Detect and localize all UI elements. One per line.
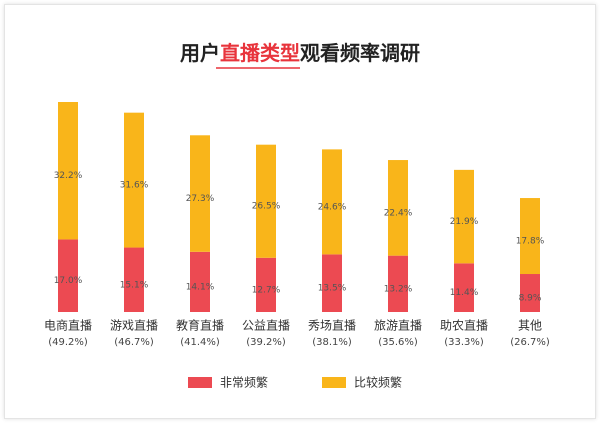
value-label: 32.2% <box>54 171 83 181</box>
bar-segment <box>190 135 210 252</box>
category-label: 其他 <box>518 319 542 333</box>
total-label: (33.3%) <box>444 337 484 348</box>
value-label: 21.9% <box>450 217 479 227</box>
bar-segment <box>388 160 408 256</box>
value-label: 26.5% <box>252 202 281 212</box>
category-label: 教育直播 <box>176 318 224 333</box>
bar-segment <box>322 149 342 255</box>
card <box>4 4 596 419</box>
value-label: 8.9% <box>519 294 542 304</box>
bar-segment <box>256 257 276 312</box>
total-label: (46.7%) <box>114 337 154 348</box>
bar-segment <box>520 274 540 312</box>
value-label: 14.1% <box>186 282 215 292</box>
legend-label: 比较频繁 <box>354 375 402 390</box>
category-label: 公益直播 <box>242 319 290 333</box>
value-label: 27.3% <box>186 194 215 204</box>
value-label: 22.4% <box>384 208 413 218</box>
category-label: 旅游直播 <box>374 319 422 333</box>
value-label: 12.7% <box>252 285 281 295</box>
bar-segment <box>190 251 210 312</box>
category-label: 秀场直播 <box>308 319 356 333</box>
total-label: (38.1%) <box>312 337 352 348</box>
legend-label: 非常频繁 <box>220 375 268 390</box>
value-label: 31.6% <box>120 181 149 191</box>
value-label: 15.1% <box>120 280 149 290</box>
value-label: 24.6% <box>318 202 347 212</box>
bar-segment <box>454 169 474 264</box>
bar-segment <box>124 247 144 312</box>
value-label: 13.2% <box>384 284 413 294</box>
bar-segment <box>58 102 78 240</box>
bar-segment <box>388 255 408 312</box>
chart-title: 用户直播类型观看频率调研 <box>180 41 420 65</box>
category-label: 游戏直播 <box>110 319 158 333</box>
bar-segment <box>256 144 276 258</box>
value-label: 17.8% <box>516 237 545 247</box>
bar-segment <box>322 254 342 312</box>
value-label: 17.0% <box>54 276 83 286</box>
bar-segment <box>124 112 144 248</box>
bar-segment <box>454 263 474 312</box>
total-label: (26.7%) <box>510 337 550 348</box>
title-part: 用户 <box>180 41 220 65</box>
legend-swatch <box>322 377 346 388</box>
legend-swatch <box>188 377 212 388</box>
bar-segment <box>520 198 540 275</box>
bar-segment <box>58 239 78 312</box>
value-label: 11.4% <box>450 288 479 298</box>
total-label: (39.2%) <box>246 337 286 348</box>
title-part: 观看频率调研 <box>300 41 420 65</box>
total-label: (35.6%) <box>378 337 418 348</box>
category-label: 电商直播 <box>44 318 92 333</box>
title-highlight: 直播类型 <box>220 41 300 65</box>
category-label: 助农直播 <box>440 319 488 333</box>
value-label: 13.5% <box>318 284 347 294</box>
total-label: (49.2%) <box>48 337 88 348</box>
total-label: (41.4%) <box>180 337 220 348</box>
